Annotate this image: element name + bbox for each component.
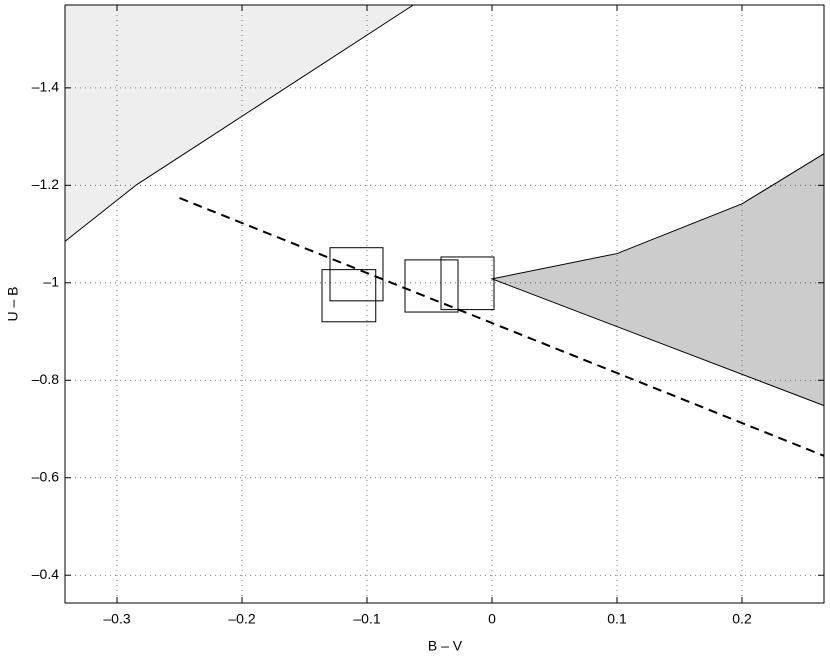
plot-frame	[64, 4, 825, 604]
y-tick-label: –1.2	[32, 176, 59, 192]
y-axis-label: U – B	[5, 286, 21, 321]
x-tick-label: –0.3	[103, 611, 130, 627]
y-tick-label: –0.6	[32, 468, 59, 484]
y-tick-label: –0.8	[32, 371, 59, 387]
x-tick-label: –0.1	[353, 611, 380, 627]
x-axis-label: B – V	[428, 638, 463, 654]
error-box	[440, 256, 495, 311]
error-box	[321, 269, 377, 323]
region	[490, 152, 825, 407]
line	[179, 197, 825, 457]
y-tick-label: –1	[43, 274, 59, 290]
x-tick-label: 0	[488, 611, 496, 627]
x-tick-label: –0.2	[228, 611, 255, 627]
x-tick-label: 0.2	[732, 611, 752, 627]
error-box	[404, 259, 459, 313]
y-tick-label: –1.4	[32, 79, 59, 95]
x-tick-label: 0.1	[607, 611, 627, 627]
y-tick-label: –0.4	[32, 566, 59, 582]
error-box	[329, 247, 384, 302]
